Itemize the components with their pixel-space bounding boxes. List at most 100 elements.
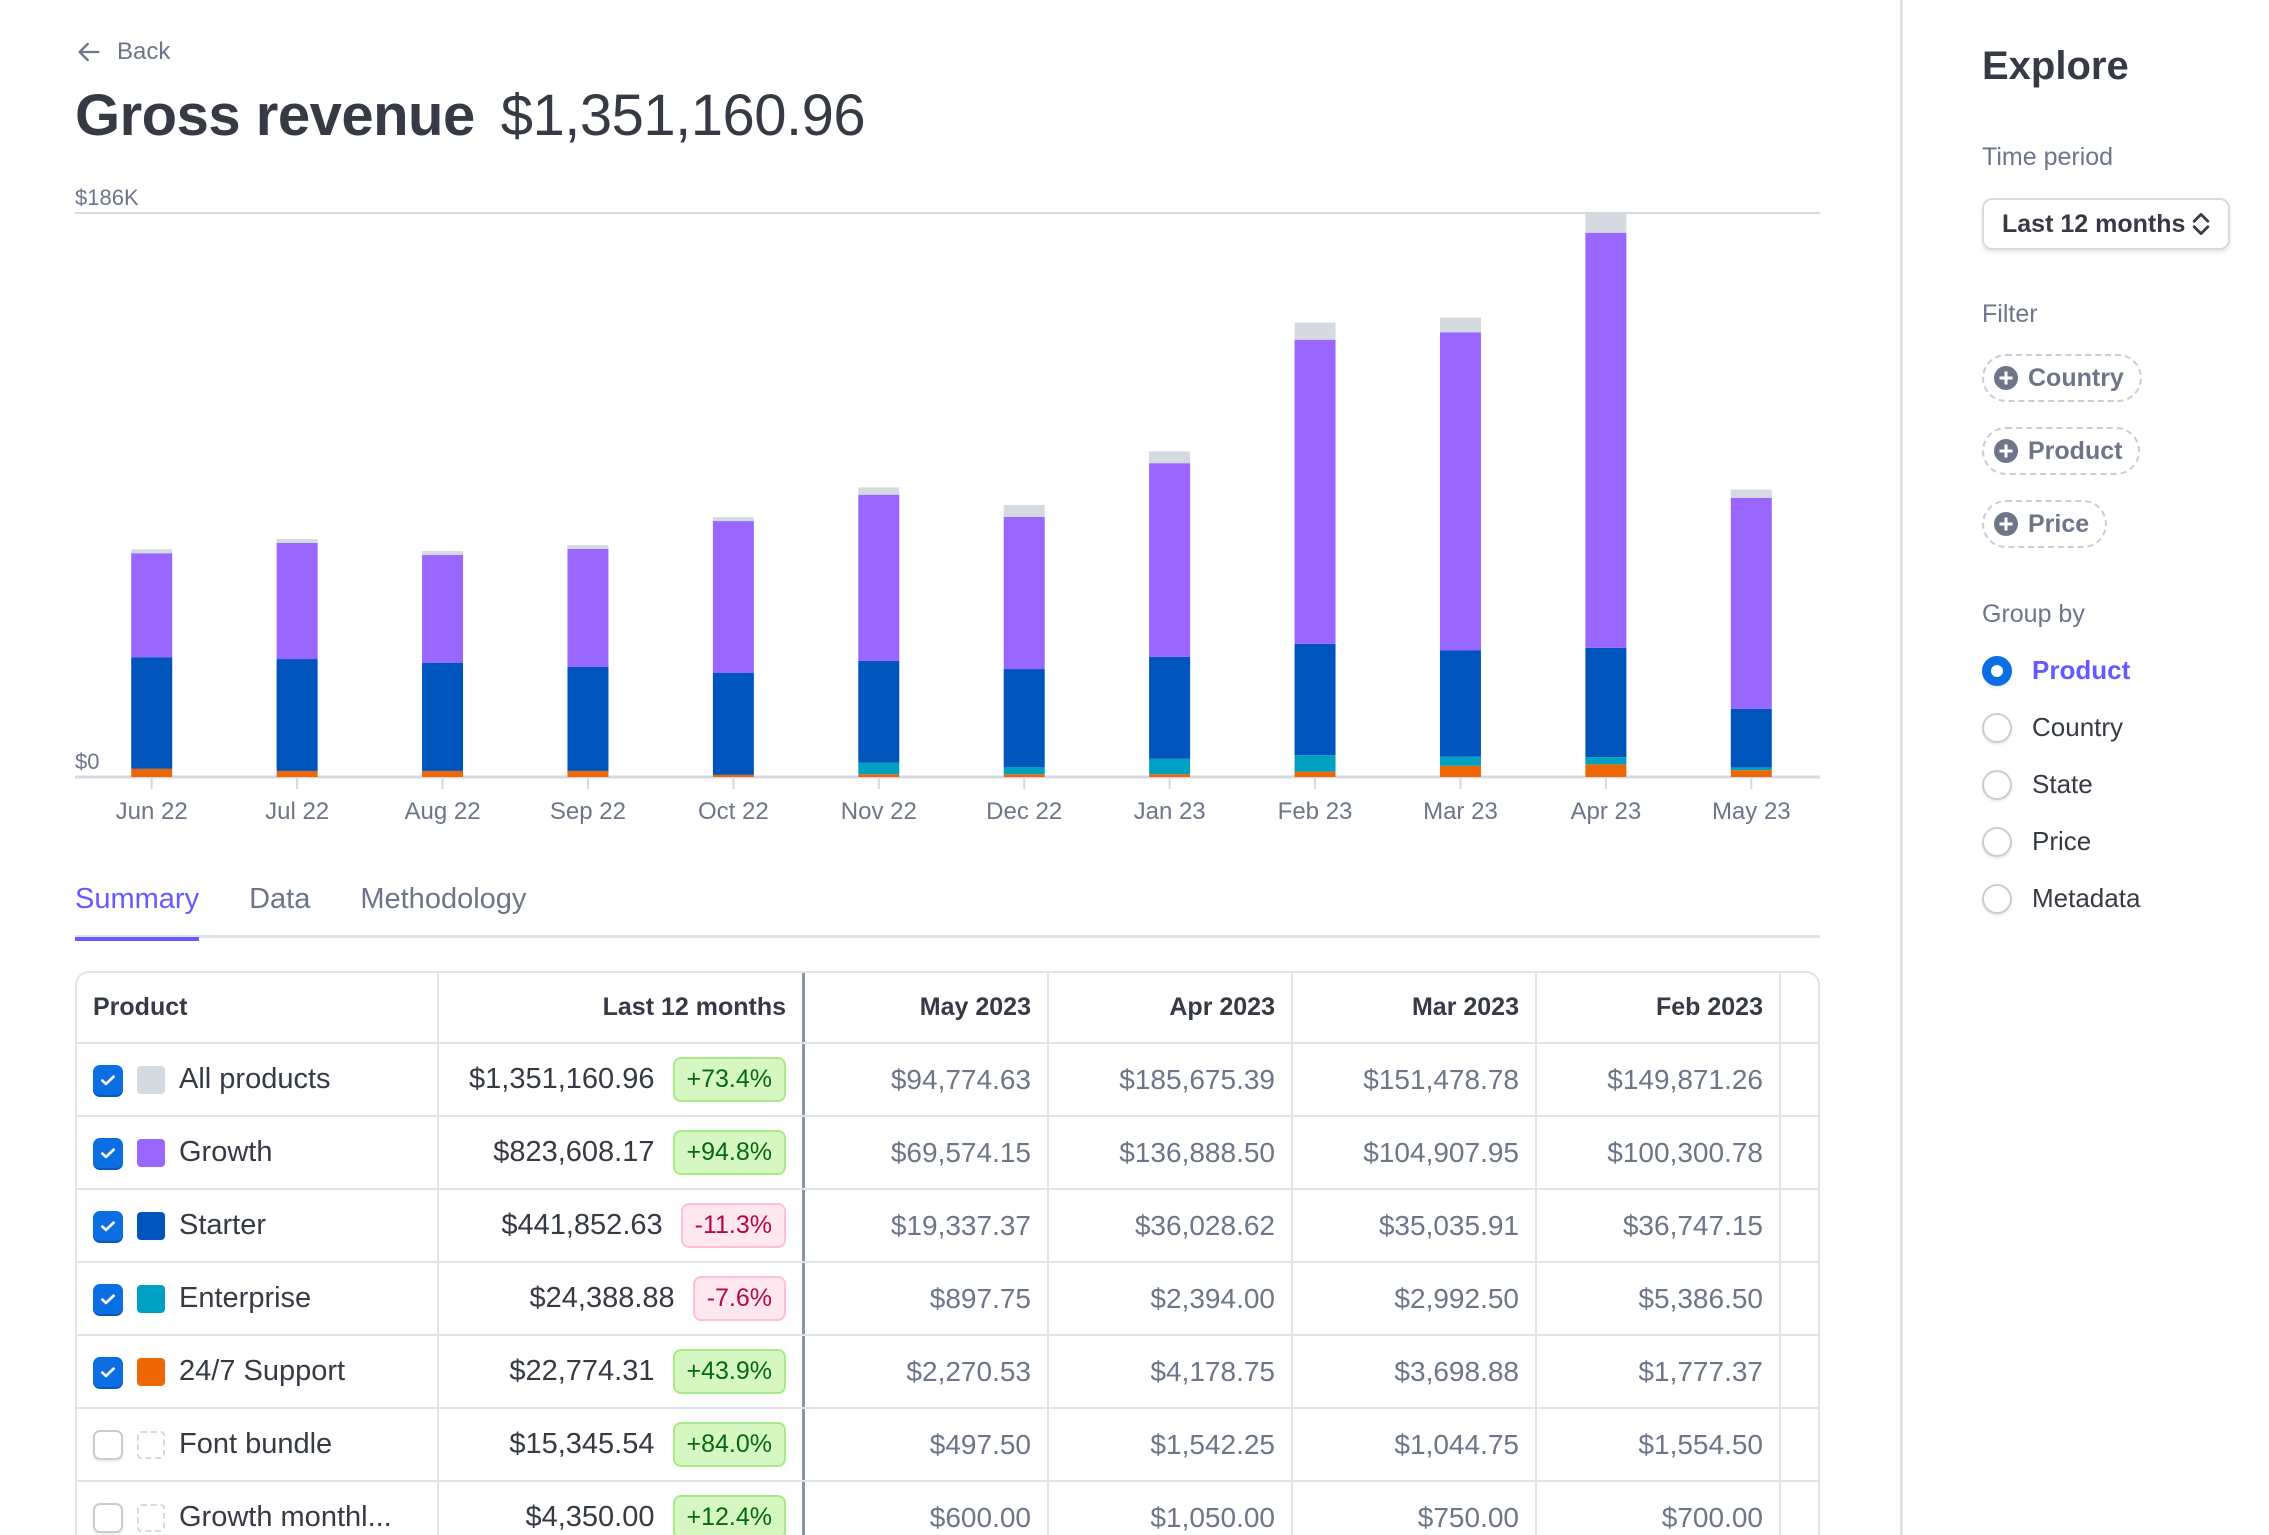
bar-segment-starter xyxy=(276,659,318,771)
x-tick-label: Jan 23 xyxy=(1134,798,1206,825)
total-cell: $4,350.00 +12.4% xyxy=(439,1482,805,1535)
page-title: Gross revenue xyxy=(75,83,475,148)
bar-segment-growth xyxy=(276,542,318,660)
bar-segment-24-7-support xyxy=(567,770,609,777)
product-name: All products xyxy=(179,1063,331,1095)
bar-segment-other xyxy=(1294,322,1336,340)
total-cell: $22,774.31 +43.9% xyxy=(439,1336,805,1407)
checkbox-checked[interactable] xyxy=(93,1283,123,1314)
y-tick-label: $0 xyxy=(75,749,99,774)
month-value-cell: $36,747.15 xyxy=(1537,1190,1781,1261)
filter-country-button[interactable]: Country xyxy=(1982,354,2142,402)
tab-methodology[interactable]: Methodology xyxy=(360,883,527,915)
table-row[interactable]: Growth monthl... $4,350.00 +12.4% $600.00 $1… xyxy=(77,1482,1818,1535)
header-apr-2023[interactable]: Apr 2023 xyxy=(1049,973,1293,1042)
bar-segment-enterprise xyxy=(1003,766,1045,775)
table-row[interactable]: Growth $823,608.17 +94.8% $69,574.15 $136,88… xyxy=(77,1117,1818,1190)
bar-segment-starter xyxy=(1730,708,1772,768)
bar-segment-24-7-support xyxy=(1585,764,1627,777)
bar-segment-starter xyxy=(1439,650,1481,757)
header-mar-2023[interactable]: Mar 2023 xyxy=(1293,973,1537,1042)
product-cell: 24/7 Support xyxy=(77,1336,439,1407)
back-button[interactable]: Back xyxy=(75,38,170,66)
bar-segment-growth xyxy=(567,548,609,667)
bar-segment-starter xyxy=(567,666,609,771)
table-header-row: Product Last 12 months May 2023 Apr 2023… xyxy=(77,973,1818,1044)
filter-price-button[interactable]: Price xyxy=(1982,500,2108,548)
overflow-cell xyxy=(1781,1044,1818,1115)
time-period-select[interactable]: Last 12 months xyxy=(1982,198,2230,250)
bar-segment-starter xyxy=(422,662,464,771)
table-row[interactable]: 24/7 Support $22,774.31 +43.9% $2,270.53 $4,… xyxy=(77,1336,1818,1409)
group-by-metadata-radio[interactable]: Metadata xyxy=(1982,883,2140,914)
total-cell: $1,351,160.96 +73.4% xyxy=(439,1044,805,1115)
month-value-cell: $2,394.00 xyxy=(1049,1263,1293,1334)
bar-segment-starter xyxy=(858,660,900,763)
group-by-price-radio[interactable]: Price xyxy=(1982,826,2091,857)
overflow-cell xyxy=(1781,1117,1818,1188)
header-overflow-cell xyxy=(1781,973,1818,1042)
bar-segment-growth xyxy=(712,521,754,673)
x-tick-label: Apr 23 xyxy=(1571,798,1642,825)
overflow-cell xyxy=(1781,1409,1818,1480)
month-value-cell: $1,554.50 xyxy=(1537,1409,1781,1480)
checkbox-checked[interactable] xyxy=(93,1356,123,1387)
checkbox-checked[interactable] xyxy=(93,1210,123,1241)
group-by-product-radio[interactable]: Product xyxy=(1982,655,2130,686)
bar-segment-24-7-support xyxy=(858,774,900,777)
bar-segment-other xyxy=(858,487,900,495)
filter-price-label: Price xyxy=(2028,509,2090,538)
time-period-value: Last 12 months xyxy=(2002,209,2186,238)
bar-segment-enterprise xyxy=(1294,755,1336,772)
sidebar-divider xyxy=(1900,0,1903,1535)
change-badge: -7.6% xyxy=(692,1276,786,1321)
tab-summary[interactable]: Summary xyxy=(75,875,200,941)
radio-unselected-icon xyxy=(1982,712,2012,743)
color-swatch xyxy=(137,1357,165,1386)
overflow-cell xyxy=(1781,1263,1818,1334)
change-badge: +12.4% xyxy=(672,1495,786,1535)
table-row[interactable]: Starter $441,852.63 -11.3% $19,337.37 $36,02… xyxy=(77,1190,1818,1263)
x-tick-label: Oct 22 xyxy=(698,798,769,825)
product-name: Growth xyxy=(179,1136,273,1168)
filter-product-button[interactable]: Product xyxy=(1982,427,2141,475)
change-badge: +73.4% xyxy=(672,1057,786,1102)
product-name: Enterprise xyxy=(179,1282,312,1314)
total-cell: $24,388.88 -7.6% xyxy=(439,1263,805,1334)
x-tick-label: Dec 22 xyxy=(986,798,1062,825)
header-product[interactable]: Product xyxy=(77,973,439,1042)
table-row[interactable]: Enterprise $24,388.88 -7.6% $897.75 $2,394.0… xyxy=(77,1263,1818,1336)
header-may-2023[interactable]: May 2023 xyxy=(805,973,1049,1042)
tab-data[interactable]: Data xyxy=(249,883,311,915)
color-swatch-empty xyxy=(137,1503,165,1532)
checkbox-checked[interactable] xyxy=(93,1064,123,1095)
group-by-country-radio[interactable]: Country xyxy=(1982,712,2123,743)
filter-country-label: Country xyxy=(2028,363,2124,392)
bar-segment-growth xyxy=(422,555,464,663)
bar-segment-starter xyxy=(1003,669,1045,767)
checkmark-icon xyxy=(101,1147,115,1158)
radio-unselected-icon xyxy=(1982,883,2012,914)
total-value: $4,350.00 xyxy=(525,1501,655,1533)
month-value-cell: $1,044.75 xyxy=(1293,1409,1537,1480)
header-last-12-months[interactable]: Last 12 months xyxy=(439,973,805,1042)
checkbox-checked[interactable] xyxy=(93,1137,123,1168)
color-swatch-empty xyxy=(137,1430,165,1459)
month-value-cell: $2,270.53 xyxy=(805,1336,1049,1407)
checkbox-unchecked[interactable] xyxy=(93,1502,123,1533)
table-row[interactable]: Font bundle $15,345.54 +84.0% $497.50 $1,542… xyxy=(77,1409,1818,1482)
checkmark-icon xyxy=(101,1293,115,1304)
table-row[interactable]: All products $1,351,160.96 +73.4% $94,774.6… xyxy=(77,1044,1818,1117)
group-by-state-radio[interactable]: State xyxy=(1982,769,2093,800)
product-name: Starter xyxy=(179,1209,267,1241)
checkbox-unchecked[interactable] xyxy=(93,1429,123,1460)
radio-unselected-icon xyxy=(1982,769,2012,800)
product-name: Font bundle xyxy=(179,1428,333,1460)
header-feb-2023[interactable]: Feb 2023 xyxy=(1537,973,1781,1042)
month-value-cell: $100,300.78 xyxy=(1537,1117,1781,1188)
color-swatch xyxy=(137,1284,165,1313)
month-value-cell: $897.75 xyxy=(805,1263,1049,1334)
bar-segment-growth xyxy=(1149,463,1191,657)
bar-segment-24-7-support xyxy=(1439,765,1481,777)
product-cell: All products xyxy=(77,1044,439,1115)
